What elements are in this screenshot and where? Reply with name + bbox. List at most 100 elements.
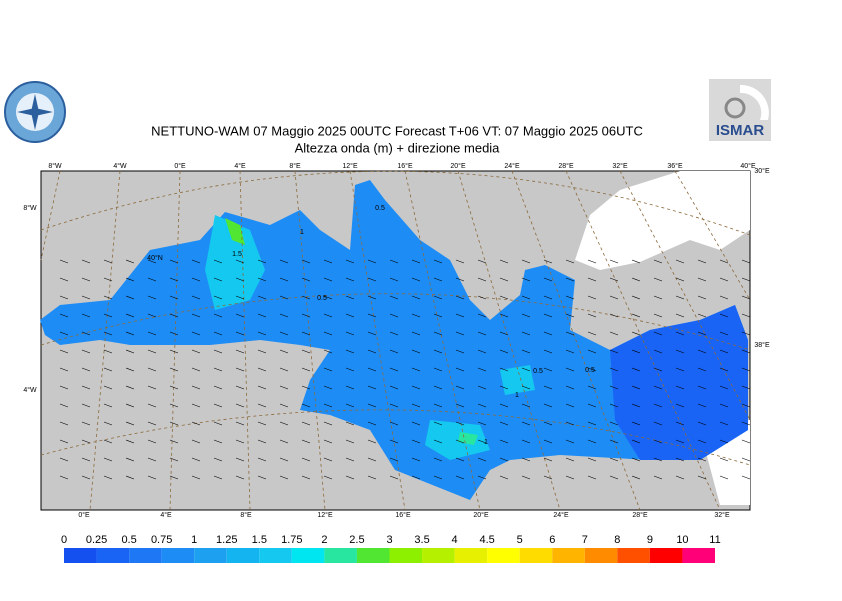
direction-arrow [587,277,597,282]
direction-arrow [543,367,553,372]
direction-arrow [147,295,157,300]
direction-arrow [565,385,575,390]
direction-arrow [631,349,641,354]
direction-arrow [257,457,267,462]
direction-arrow [455,349,465,354]
direction-arrow [125,313,135,318]
direction-arrow [653,259,663,264]
direction-arrow [257,295,267,300]
direction-arrow [741,367,751,372]
direction-arrow [191,331,201,336]
lon-label: 4°E [234,162,246,170]
direction-arrow [367,295,377,300]
direction-arrow [653,385,663,390]
direction-arrow [565,349,575,354]
direction-arrow [169,349,179,354]
direction-arrow [477,349,487,354]
direction-arrow [257,475,267,480]
direction-arrow [433,421,443,426]
direction-arrow [103,475,113,480]
colorbar-box [356,548,390,563]
direction-arrow [323,313,333,318]
direction-arrow [147,349,157,354]
direction-arrow [59,457,69,462]
direction-arrow [455,439,465,444]
direction-arrow [521,277,531,282]
direction-arrow [631,295,641,300]
direction-arrow [719,313,729,318]
direction-arrow [257,439,267,444]
direction-arrow [147,475,157,480]
direction-arrow [191,421,201,426]
direction-arrow [587,259,597,264]
direction-arrow [543,385,553,390]
direction-arrow [741,313,751,318]
direction-arrow [191,475,201,480]
direction-arrow [675,331,685,336]
direction-arrow [257,403,267,408]
direction-arrow [543,277,553,282]
direction-arrow [521,475,531,480]
direction-arrow [587,367,597,372]
direction-arrow [191,385,201,390]
direction-arrow [675,403,685,408]
direction-arrow [455,421,465,426]
lon-label: 8°W [48,162,62,170]
direction-arrow [455,331,465,336]
direction-arrow [59,475,69,480]
direction-arrow [191,457,201,462]
direction-arrow [477,439,487,444]
direction-arrow [499,331,509,336]
direction-arrow [125,295,135,300]
direction-arrow [455,277,465,282]
direction-arrow [301,331,311,336]
direction-arrow [697,457,707,462]
lon-label: 4°E [160,511,172,519]
direction-arrow [147,367,157,372]
direction-arrow [719,439,729,444]
direction-arrow [323,331,333,336]
direction-arrow [609,259,619,264]
direction-arrow [81,457,91,462]
direction-arrow [103,367,113,372]
colorbar-box [389,548,423,563]
direction-arrow [477,367,487,372]
logo-left [4,81,66,143]
direction-arrow [213,403,223,408]
direction-arrow [81,421,91,426]
direction-arrow [587,475,597,480]
direction-arrow [587,385,597,390]
direction-arrow [103,457,113,462]
direction-arrow [455,295,465,300]
contour-label: 1 [484,439,488,446]
direction-arrow [367,259,377,264]
direction-arrow [653,313,663,318]
direction-arrow [565,277,575,282]
direction-arrow [81,295,91,300]
direction-arrow [609,367,619,372]
direction-arrow [367,331,377,336]
lon-label: 8°E [289,162,301,170]
lon-label: 12°E [342,162,358,170]
direction-arrow [103,385,113,390]
direction-arrow [301,367,311,372]
direction-arrow [257,259,267,264]
direction-arrow [59,313,69,318]
map [40,170,751,511]
direction-arrow [565,403,575,408]
direction-arrow [499,313,509,318]
direction-arrow [147,439,157,444]
direction-arrow [631,439,641,444]
direction-arrow [169,277,179,282]
direction-arrow [235,313,245,318]
colorbar-box [682,548,715,563]
direction-arrow [389,457,399,462]
direction-arrow [455,457,465,462]
direction-arrow [653,421,663,426]
direction-arrow [169,403,179,408]
direction-arrow [345,259,355,264]
title: NETTUNO-WAM 07 Maggio 2025 00UTC Forecas… [151,123,643,138]
direction-arrow [521,367,531,372]
direction-arrow [521,295,531,300]
direction-arrow [213,385,223,390]
